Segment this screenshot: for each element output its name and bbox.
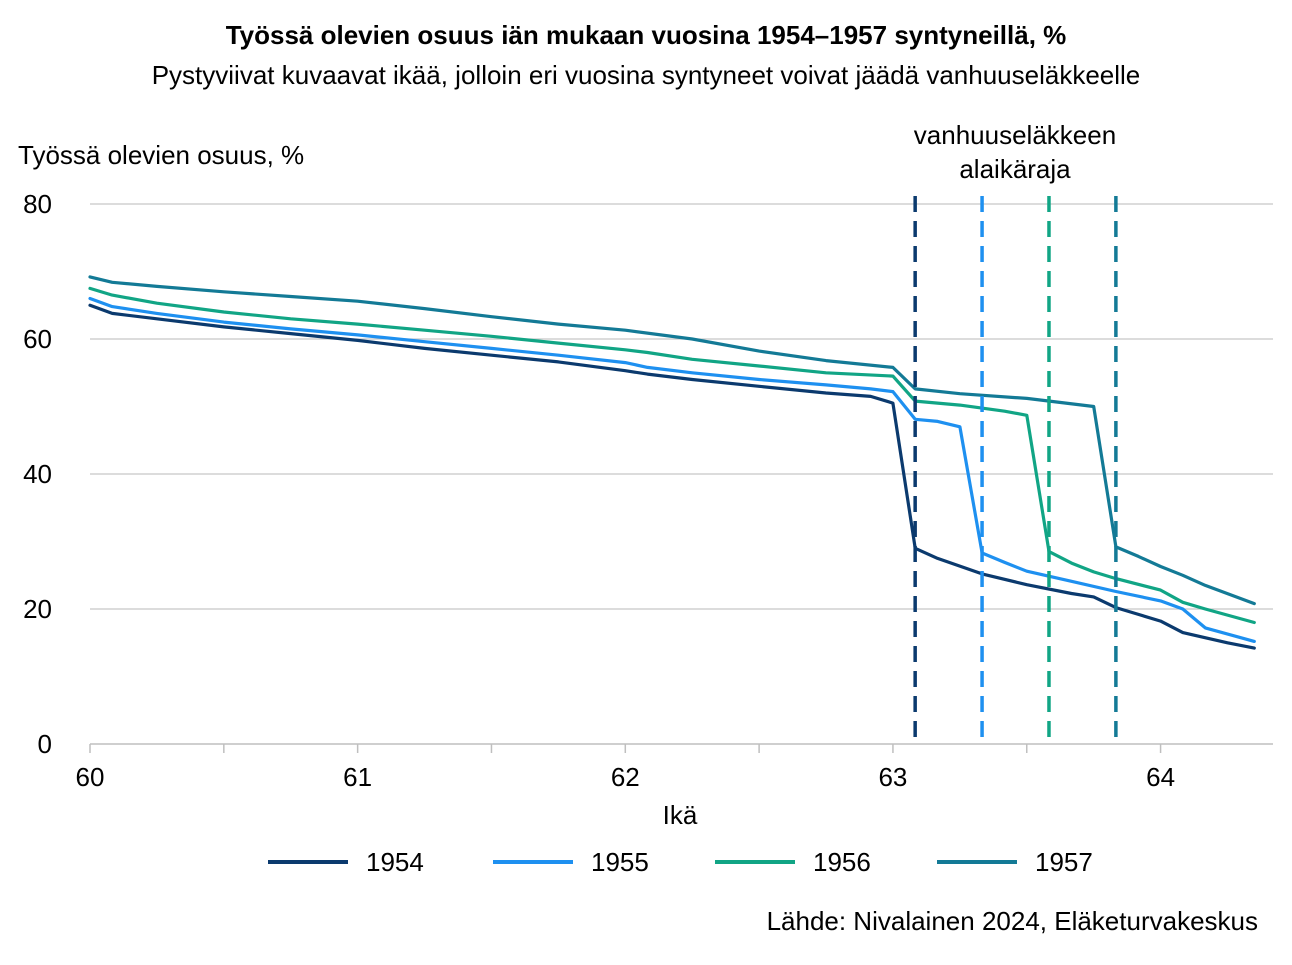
y-tick-labels: 0 20 40 60 80 [23, 189, 52, 759]
y-tick-label: 20 [23, 594, 52, 624]
x-axis-label: Ikä [662, 800, 698, 830]
series-line-1957 [88, 275, 1256, 606]
reference-lines [913, 196, 1118, 740]
retirement-age-annotation: vanhuuseläkkeen alaikäraja [880, 118, 1150, 186]
y-tick-label: 0 [38, 729, 52, 759]
y-tick-label: 80 [23, 189, 52, 219]
legend-label-1957: 1957 [1035, 846, 1093, 877]
legend-swatch-1957 [937, 860, 1017, 864]
legend: 1954 1955 1956 1957 [0, 842, 1292, 882]
legend-label-1954: 1954 [366, 846, 424, 877]
x-tick-label: 63 [878, 762, 907, 792]
series-line-1956 [88, 286, 1256, 625]
chart-subtitle: Pystyviivat kuvaavat ikää, jolloin eri v… [151, 60, 1141, 90]
annotation-line-2: alaikäraja [959, 154, 1071, 184]
legend-swatch-1954 [268, 860, 348, 864]
legend-item-1957: 1957 [937, 842, 1093, 882]
series-lines [88, 275, 1256, 650]
annotation-line-1: vanhuuseläkkeen [913, 120, 1117, 150]
legend-label-1956: 1956 [813, 846, 871, 877]
chart-title: Työssä olevien osuus iän mukaan vuosina … [225, 20, 1067, 50]
legend-item-1954: 1954 [268, 842, 424, 882]
legend-label-1955: 1955 [591, 846, 649, 877]
x-tick-label: 64 [1146, 762, 1175, 792]
legend-swatch-1955 [493, 860, 573, 864]
y-axis-label: Työssä olevien osuus, % [18, 140, 305, 170]
x-tick-label: 60 [76, 762, 105, 792]
series-line-1954 [88, 303, 1256, 650]
x-tick-label: 62 [611, 762, 640, 792]
legend-item-1956: 1956 [715, 842, 871, 882]
x-tick-label: 61 [343, 762, 372, 792]
y-tick-label: 40 [23, 459, 52, 489]
x-axis: 60 61 62 63 64 [76, 743, 1273, 792]
y-tick-label: 60 [23, 324, 52, 354]
legend-item-1955: 1955 [493, 842, 649, 882]
legend-swatch-1956 [715, 860, 795, 864]
grid-lines [90, 203, 1273, 610]
source-note: Lähde: Nivalainen 2024, Eläketurvakeskus [766, 906, 1258, 936]
series-line-1955 [88, 296, 1256, 644]
